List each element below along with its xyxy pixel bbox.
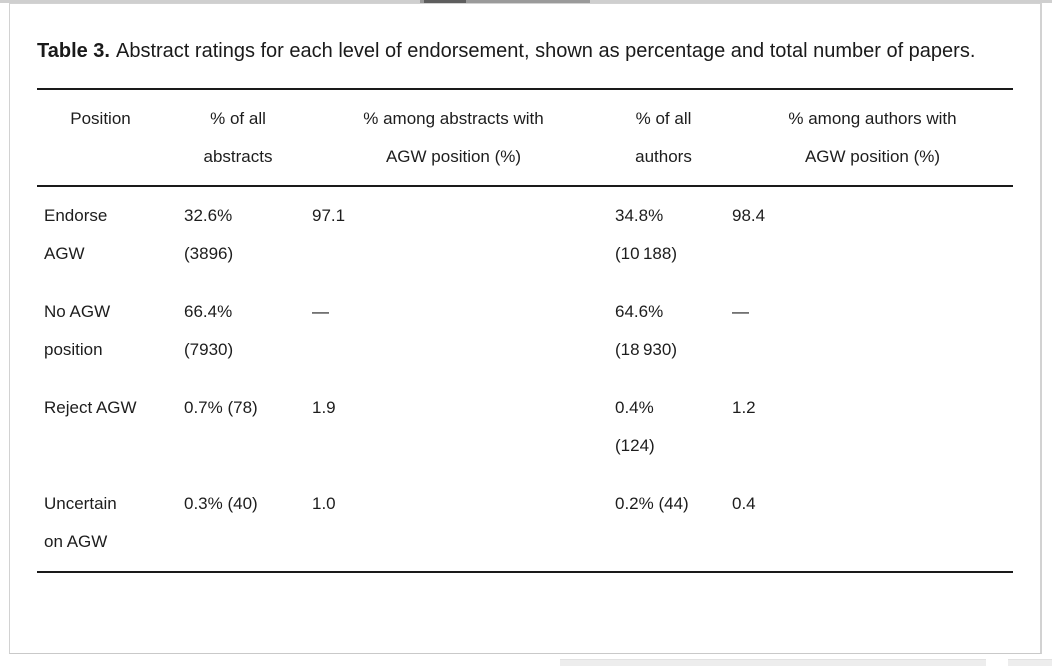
cropped-content-below-right [1008, 659, 1052, 666]
cropped-content-below-left [560, 659, 986, 666]
table-caption: Table 3. Abstract ratings for each level … [37, 28, 997, 75]
table-card: Table 3. Abstract ratings for each level … [9, 3, 1042, 654]
table-cell: Uncertain on AGW [44, 494, 117, 551]
table-cell: 0.3% (40) [184, 494, 258, 513]
table-caption-text: Abstract ratings for each level of endor… [116, 40, 976, 62]
table-cell: 1.2 [732, 398, 756, 417]
table-cell: Reject AGW [44, 398, 137, 417]
table-cell: 0.7% (78) [184, 398, 258, 417]
table-cell: — [732, 302, 749, 321]
column-header-pct-among-authors: % among authors with AGW position (%) [732, 89, 1013, 187]
column-header-pct-all-abstracts: % of all abstracts [164, 89, 312, 187]
table-cell: No AGW position [44, 302, 111, 359]
table-cell: 1.9 [312, 398, 336, 417]
header-row: Position % of all abstracts % among abst… [37, 89, 1013, 187]
table-cell: 1.0 [312, 494, 336, 513]
table-row-uncertain-on-agw: Uncertain on AGW 0.3% (40) 1.0 0.2% (44)… [37, 475, 1013, 572]
cropped-content-above-segment [420, 0, 590, 3]
table-cell: 64.6% (18 930) [615, 302, 677, 359]
table-cell: 32.6% (3896) [184, 206, 234, 263]
table-cell: Endorse AGW [44, 206, 108, 263]
table-number-label: Table 3. [37, 40, 110, 62]
table-cell: 98.4 [732, 206, 766, 225]
table-cell: 97.1 [312, 206, 346, 225]
column-header-pct-among-abstracts: % among abstracts with AGW position (%) [312, 89, 595, 187]
column-header-position: Position [37, 89, 164, 187]
table-row-no-agw-position: No AGW position 66.4% (7930) — 64.6% (18… [37, 283, 1013, 379]
column-header-pct-all-authors: % of all authors [595, 89, 732, 187]
table-cell: 0.4% (124) [615, 398, 655, 455]
table-cell: — [312, 302, 329, 321]
table-cell: 0.2% (44) [615, 494, 689, 513]
abstract-ratings-table: Position % of all abstracts % among abst… [37, 88, 1013, 573]
cropped-content-above-segment-dark [424, 0, 466, 3]
table-cell: 0.4 [732, 494, 756, 513]
table-row-reject-agw: Reject AGW 0.7% (78) 1.9 0.4% (124) 1.2 [37, 379, 1013, 475]
table-cell: 66.4% (7930) [184, 302, 234, 359]
table-cell: 34.8% (10 188) [615, 206, 677, 263]
cropped-content-above [0, 0, 1052, 3]
table-row-endorse-agw: Endorse AGW 32.6% (3896) 97.1 34.8% (10 … [37, 186, 1013, 283]
